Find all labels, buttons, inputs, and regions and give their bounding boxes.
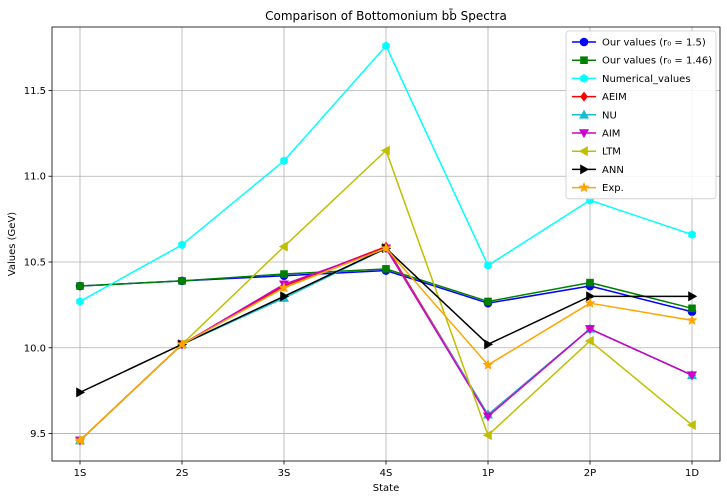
data-point	[586, 291, 596, 302]
series-1	[76, 265, 696, 313]
legend-label: AIM	[602, 129, 620, 140]
legend-item: LTM	[572, 146, 621, 158]
legend-item: Our values (r₀ = 1.46)	[572, 56, 712, 67]
legend-item: Exp.	[572, 181, 624, 194]
data-point	[686, 314, 698, 326]
legend-marker	[578, 109, 590, 119]
data-point	[688, 291, 698, 302]
legend-item: ANN	[572, 164, 624, 176]
legend-marker	[578, 129, 590, 139]
data-point	[380, 145, 390, 156]
x-tick-label: 1P	[482, 468, 494, 479]
x-axis-label: State	[373, 483, 399, 494]
y-axis-label: Values (GeV)	[7, 212, 18, 276]
data-point	[686, 371, 698, 381]
data-point	[280, 291, 290, 302]
legend-label: LTM	[602, 147, 621, 158]
x-tick-label: 1D	[685, 468, 699, 479]
data-point	[280, 270, 288, 278]
data-point	[584, 325, 596, 335]
y-axis-ticks: 9.5 10.0 10.5 11.0 11.5	[24, 86, 52, 440]
data-point	[382, 41, 390, 51]
data-point	[484, 339, 494, 350]
data-point	[178, 277, 186, 285]
chart-title: Comparison of Bottomonium bb̄ Spectra	[265, 9, 507, 23]
legend-label: Exp.	[602, 183, 624, 194]
data-point	[482, 359, 494, 370]
data-point	[482, 412, 494, 422]
legend-item: Our values (r₀ = 1.5)	[572, 38, 706, 49]
data-point	[686, 419, 696, 430]
data-point	[280, 156, 288, 166]
legend-item: AEIM	[572, 91, 627, 103]
legend-marker	[580, 91, 588, 102]
y-tick-label: 10.0	[24, 343, 46, 354]
legend-label: ANN	[602, 165, 624, 176]
data-point	[176, 338, 188, 350]
y-tick-label: 11.5	[24, 86, 46, 97]
data-point	[688, 304, 696, 313]
legend: Our values (r₀ = 1.5) Our values (r₀ = 1.…	[565, 30, 717, 200]
x-tick-label: 4S	[380, 468, 393, 479]
data-point	[484, 261, 492, 270]
data-point	[76, 387, 86, 398]
legend-label: AEIM	[602, 92, 627, 103]
series-8	[74, 242, 698, 446]
data-point	[278, 281, 290, 293]
legend-label: Our values (r₀ = 1.5)	[602, 38, 706, 49]
data-point	[74, 434, 86, 446]
data-point	[178, 240, 186, 250]
series-2	[76, 41, 696, 306]
x-axis-ticks: 1S 2S 3S 4S 1P 2P 1D	[74, 461, 699, 479]
data-point	[278, 241, 288, 252]
y-tick-label: 10.5	[24, 258, 46, 269]
legend-label: Numerical_values	[602, 74, 691, 85]
legend-marker	[578, 146, 588, 157]
legend-label: NU	[602, 110, 617, 121]
data-point	[584, 297, 596, 308]
data-point	[380, 242, 392, 253]
x-tick-label: 2P	[584, 468, 596, 479]
data-point	[688, 230, 696, 239]
legend-marker	[580, 74, 588, 83]
data-point	[76, 297, 84, 306]
legend-marker	[580, 164, 590, 175]
data-point	[484, 297, 492, 306]
x-tick-label: 3S	[278, 468, 291, 479]
y-tick-label: 11.0	[24, 172, 46, 183]
x-tick-label: 1S	[74, 468, 87, 479]
data-point	[76, 282, 84, 290]
legend-item: AIM	[572, 129, 620, 140]
data-point	[584, 335, 594, 346]
data-point	[482, 430, 492, 441]
y-tick-label: 9.5	[30, 429, 46, 440]
legend-marker	[580, 56, 588, 65]
legend-item: NU	[572, 109, 617, 121]
series-lines	[74, 41, 698, 446]
x-tick-label: 2S	[176, 468, 189, 479]
legend-label: Our values (r₀ = 1.46)	[602, 56, 712, 67]
data-point	[382, 265, 390, 273]
legend-marker	[579, 37, 589, 47]
legend-marker	[578, 181, 590, 193]
legend-item: Numerical_values	[572, 74, 691, 85]
data-point	[586, 278, 594, 287]
legend-box	[565, 30, 717, 200]
